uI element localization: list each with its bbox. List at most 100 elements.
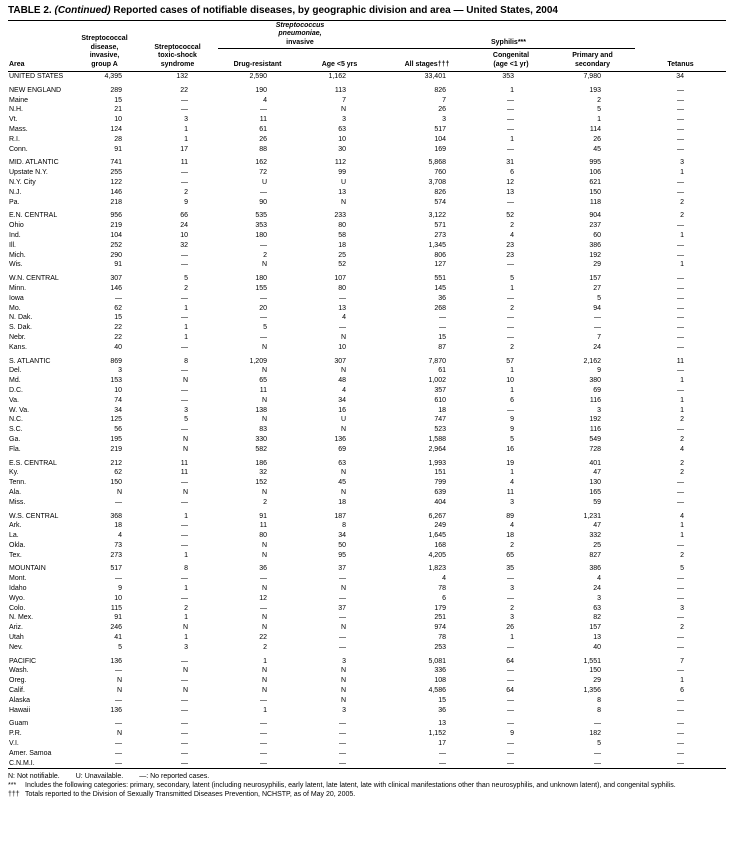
table-row: Ga. 195 N 330 136 1,588 5 549 2	[8, 435, 726, 445]
area-cell: N. Mex.	[9, 614, 34, 622]
value-cell: 15	[438, 333, 446, 341]
area-cell: Ky.	[9, 469, 19, 477]
value-cell: 99	[338, 169, 346, 177]
value-cell: N	[261, 687, 267, 695]
value-cell: 368	[110, 512, 122, 520]
value-cell: 195	[110, 435, 122, 443]
value-cell: 157	[589, 624, 601, 632]
value-cell: 8	[597, 696, 601, 704]
value-cell: 869	[110, 357, 122, 365]
value-cell: 23	[506, 241, 514, 249]
value-cell: 237	[589, 222, 601, 230]
value-cell: 1,993	[428, 459, 446, 467]
value-cell: 571	[434, 222, 446, 230]
value-cell: —	[260, 333, 267, 341]
value-cell: 52	[338, 261, 346, 269]
value-cell: 9	[510, 416, 514, 424]
value-cell: 104	[110, 231, 122, 239]
value-cell: 11	[180, 159, 188, 167]
value-cell: —	[677, 426, 684, 434]
area-cell: Ind.	[9, 231, 21, 239]
value-cell: 187	[334, 512, 346, 520]
value-cell: N	[340, 333, 346, 341]
value-cell: 35	[506, 565, 514, 573]
value-cell: 1	[184, 126, 188, 134]
value-cell: —	[439, 314, 446, 322]
value-cell: —	[507, 333, 514, 341]
value-cell: 1	[510, 86, 514, 94]
value-cell: 18	[114, 522, 122, 530]
value-cell: 63	[338, 459, 346, 467]
value-cell: —	[181, 169, 188, 177]
value-cell: —	[439, 749, 446, 757]
value-cell: 162	[255, 159, 267, 167]
value-cell: 107	[334, 275, 346, 283]
value-cell: N	[340, 106, 346, 114]
value-cell: —	[677, 479, 684, 487]
value-cell: 24	[180, 222, 188, 230]
value-cell: 357	[434, 386, 446, 394]
value-cell: 34	[338, 396, 346, 404]
value-cell: 3	[342, 706, 346, 714]
value-cell: 6	[442, 594, 446, 602]
value-cell: —	[507, 145, 514, 153]
value-cell: 995	[589, 159, 601, 167]
value-cell: 5	[510, 435, 514, 443]
table-row: S. ATLANTIC 869 8 1,209 307 7,870 57 2,162 11	[8, 357, 726, 367]
value-cell: 18	[338, 241, 346, 249]
value-cell: 15	[114, 314, 122, 322]
area-cell: Tenn.	[9, 479, 27, 487]
value-cell: N	[116, 488, 122, 496]
value-cell: 1,645	[428, 532, 446, 540]
value-cell: N	[182, 445, 188, 453]
value-cell: 1,823	[428, 565, 446, 573]
value-cell: 48	[338, 377, 346, 385]
value-cell: N	[261, 624, 267, 632]
value-cell: 728	[589, 445, 601, 453]
value-cell: 11	[180, 459, 188, 467]
col-header-congenital: Congenital (age <1 yr)	[492, 52, 530, 68]
value-cell: —	[507, 116, 514, 124]
value-cell: —	[115, 720, 122, 728]
value-cell: 5,868	[428, 159, 446, 167]
value-cell: N	[182, 687, 188, 695]
table-row: PACIFIC 136 — 1 3 5,081 64 1,551 7	[8, 657, 726, 667]
value-cell: 74	[114, 396, 122, 404]
value-cell: 307	[334, 357, 346, 365]
value-cell: 34	[114, 406, 122, 414]
value-cell: —	[594, 720, 601, 728]
value-cell: —	[677, 96, 684, 104]
value-cell: N	[116, 687, 122, 695]
legend-not-notifiable: N: Not notifiable.	[8, 773, 60, 781]
value-cell: 2	[263, 643, 267, 651]
value-cell: —	[507, 575, 514, 583]
value-cell: 90	[259, 198, 267, 206]
table-row: Miss. — — 2 18 404 3 59 —	[8, 498, 726, 508]
value-cell: 50	[338, 541, 346, 549]
area-cell: N.J.	[9, 188, 22, 196]
value-cell: 212	[110, 459, 122, 467]
col-header-area: Area	[9, 60, 25, 68]
value-cell: —	[115, 498, 122, 506]
value-cell: —	[507, 126, 514, 134]
value-cell: 380	[589, 377, 601, 385]
value-cell: —	[181, 498, 188, 506]
value-cell: —	[181, 594, 188, 602]
value-cell: 5	[680, 565, 684, 573]
header-row-groups: Area Streptococcal disease, invasive, gr…	[8, 20, 726, 68]
value-cell: 11	[259, 116, 267, 124]
value-cell: 251	[434, 614, 446, 622]
area-cell: C.N.M.I.	[9, 759, 35, 767]
table-title: TABLE 2. (Continued) Reported cases of n…	[8, 5, 726, 17]
value-cell: 186	[255, 459, 267, 467]
value-cell: —	[677, 367, 684, 375]
value-cell: N	[182, 488, 188, 496]
page: TABLE 2. (Continued) Reported cases of n…	[8, 5, 726, 798]
value-cell: 80	[338, 222, 346, 230]
value-cell: 1	[680, 406, 684, 414]
continued-label: (Continued)	[54, 5, 111, 16]
area-cell: Okla.	[9, 541, 26, 549]
value-cell: —	[507, 740, 514, 748]
value-cell: 3	[597, 406, 601, 414]
value-cell: —	[677, 116, 684, 124]
